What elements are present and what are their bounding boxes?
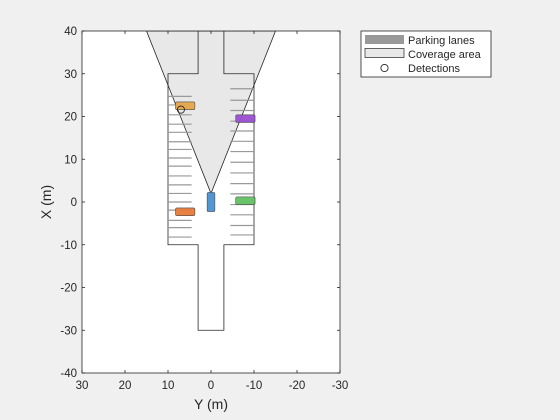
y-axis-label: X (m) [38, 185, 54, 219]
legend-label-detections: Detections [408, 63, 460, 75]
ticks: 30 20 10 0 -10 -20 -30 40 30 20 10 0 -10 -20 -30 -40 [60, 26, 348, 392]
x-tick-label: -20 [289, 380, 306, 392]
parked-vehicle [235, 196, 256, 205]
parked-vehicle [235, 114, 256, 123]
y-tick-label: -10 [60, 240, 77, 252]
y-tick-label: 0 [71, 197, 77, 209]
data-layer [146, 31, 276, 331]
legend: Parking lanes Coverage area Detections [360, 30, 492, 78]
y-tick-label: 10 [64, 154, 77, 166]
x-tick-label: -10 [246, 380, 263, 392]
detection-marker [176, 105, 185, 114]
x-tick-label: 20 [119, 380, 132, 392]
road-outline [167, 31, 255, 331]
legend-swatch-coverage-area [364, 48, 405, 58]
y-tick-label: 30 [64, 69, 77, 81]
legend-label-coverage-area: Coverage area [408, 49, 482, 61]
legend-swatch-parking-lanes [365, 35, 404, 44]
legend-swatch-detections [380, 63, 389, 73]
parked-vehicle [175, 101, 196, 110]
x-tick-label: 30 [76, 380, 89, 392]
x-axis-label: Y (m) [194, 396, 228, 412]
y-tick-label: 20 [64, 112, 77, 124]
axes: 30 20 10 0 -10 -20 -30 40 30 20 10 0 -10 -20 -30 -40 Y … [38, 26, 348, 412]
y-tick-label: 40 [64, 26, 77, 38]
x-tick-label: 10 [162, 380, 175, 392]
legend-label-parking-lanes: Parking lanes [408, 35, 475, 47]
ego-vehicle [206, 192, 216, 212]
x-tick-label: 0 [208, 380, 214, 392]
y-tick-label: -40 [60, 368, 77, 380]
y-tick-label: -30 [60, 325, 77, 337]
y-tick-label: -20 [60, 283, 77, 295]
x-tick-label: -30 [332, 380, 349, 392]
parked-vehicle [175, 207, 196, 216]
